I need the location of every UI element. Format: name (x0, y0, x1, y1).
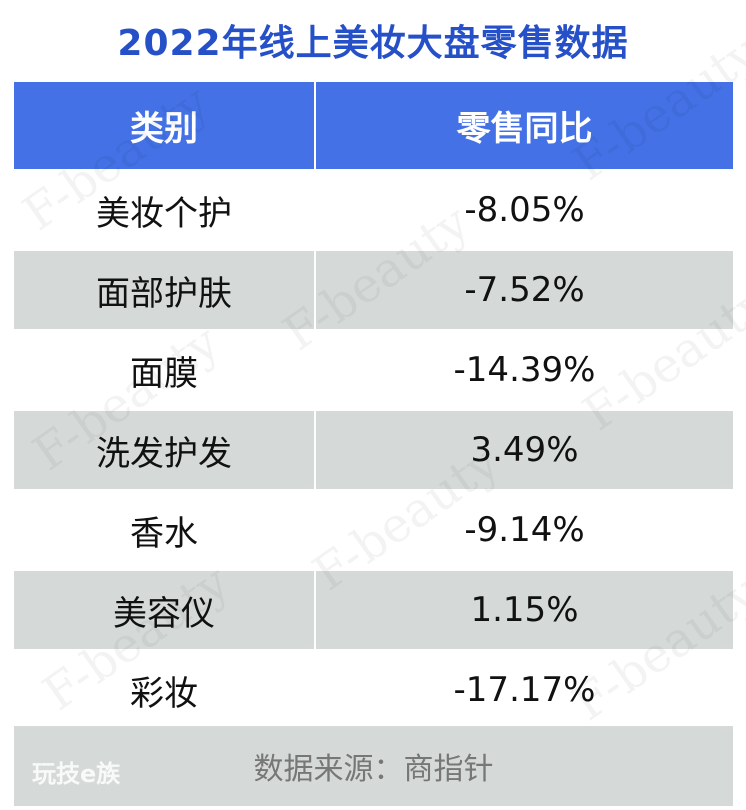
table-row: 彩妆 -17.17% (14, 649, 733, 729)
category-cell: 面膜 (14, 329, 314, 409)
category-cell: 美容仪 (14, 569, 314, 649)
value-cell: -9.14% (314, 489, 733, 569)
value-cell: -14.39% (314, 329, 733, 409)
value-cell: 1.15% (314, 569, 733, 649)
header-yoy-change: 零售同比 (314, 82, 733, 169)
value-cell: -7.52% (314, 249, 733, 329)
table-row: 美妆个护 -8.05% (14, 169, 733, 249)
data-source-text: 数据来源：商指针 (253, 752, 494, 787)
value-cell: -8.05% (314, 169, 733, 249)
table-row: 美容仪 1.15% (14, 569, 733, 649)
table-header-row: 类别 零售同比 (14, 82, 733, 169)
value-cell: 3.49% (314, 409, 733, 489)
page-title: 2022年线上美妆大盘零售数据 (117, 23, 629, 64)
header-category: 类别 (14, 82, 314, 169)
brand-logo: 玩技e族 (32, 760, 121, 788)
retail-data-table: 类别 零售同比 美妆个护 -8.05% 面部护肤 -7.52% 面膜 -14.3… (14, 82, 733, 729)
category-cell: 美妆个护 (14, 169, 314, 249)
table-row: 面膜 -14.39% (14, 329, 733, 409)
value-cell: -17.17% (314, 649, 733, 729)
table-row: 洗发护发 3.49% (14, 409, 733, 489)
category-cell: 面部护肤 (14, 249, 314, 329)
category-cell: 香水 (14, 489, 314, 569)
source-footer: 数据来源：商指针 玩技e族 (14, 726, 733, 806)
category-cell: 彩妆 (14, 649, 314, 729)
table-row: 香水 -9.14% (14, 489, 733, 569)
category-cell: 洗发护发 (14, 409, 314, 489)
table-row: 面部护肤 -7.52% (14, 249, 733, 329)
